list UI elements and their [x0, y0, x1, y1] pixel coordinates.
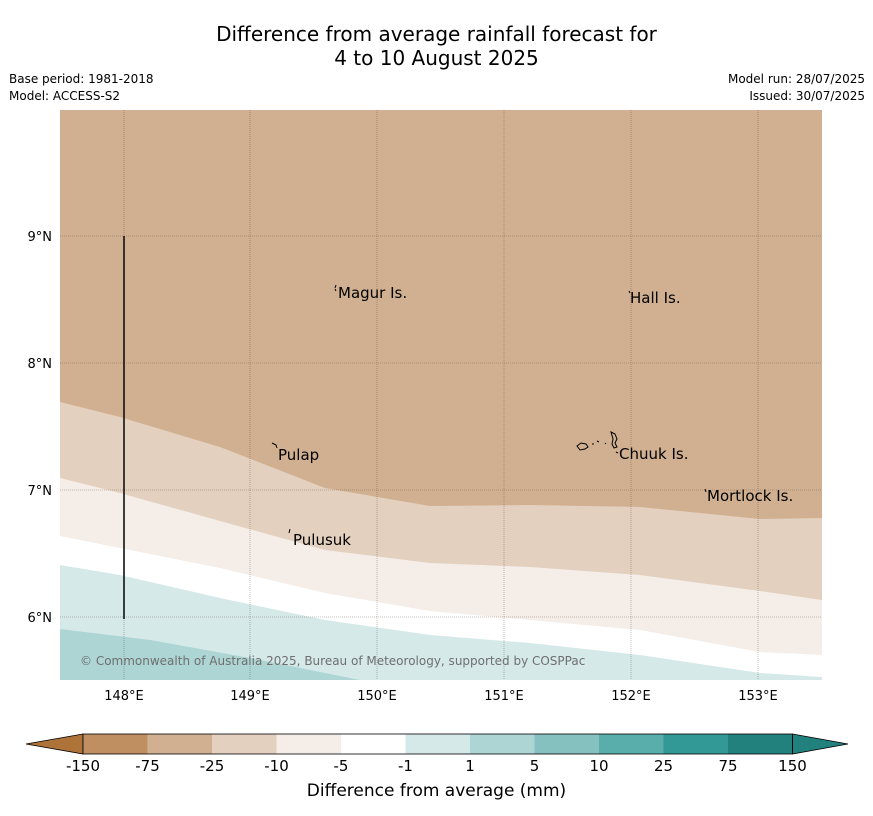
colorbar-outline	[82, 733, 793, 755]
band-wet-1	[60, 565, 822, 680]
chart-title: Difference from average rainfall forecas…	[0, 22, 873, 70]
lon-tick-label: 148°E	[104, 689, 144, 704]
lon-tick-label: 151°E	[484, 689, 524, 704]
colorbar-tick-label: -5	[334, 757, 349, 775]
colorbar-segment	[341, 734, 406, 754]
lat-tick-label: 9°N	[28, 230, 53, 245]
colorbar-tick-label: 5	[530, 757, 540, 775]
colorbar-label: Difference from average (mm)	[306, 781, 567, 801]
lat-axis: 9°N 8°N 7°N 6°N	[28, 230, 53, 626]
lon-axis: 148°E 149°E 150°E 151°E 152°E 153°E	[104, 689, 778, 704]
colorbar-tick-label: 1	[465, 757, 475, 775]
lat-tick-label: 8°N	[28, 357, 53, 372]
colorbar-segment	[728, 734, 793, 754]
meta-left: Base period: 1981-2018 Model: ACCESS-S2	[9, 71, 154, 105]
colorbar-segment	[534, 734, 599, 754]
place-label: Pulap	[278, 446, 319, 464]
colorbar-tick-label: -150	[66, 757, 100, 775]
colorbar-tick-label: -1	[398, 757, 413, 775]
island-pulap	[271, 442, 278, 449]
place-label: Hall Is.	[630, 289, 681, 307]
colorbar-segment	[663, 734, 728, 754]
copyright-notice: © Commonwealth of Australia 2025, Bureau…	[80, 654, 585, 668]
colorbar-segment	[83, 734, 148, 754]
island-magur	[334, 284, 337, 292]
colorbar-segment	[599, 734, 664, 754]
island-hall	[628, 290, 631, 294]
title-line-2: 4 to 10 August 2025	[334, 46, 539, 70]
colorbar-tick-label: -10	[264, 757, 289, 775]
lon-tick-label: 150°E	[357, 689, 397, 704]
issued-date: Issued: 30/07/2025	[749, 89, 865, 103]
colorbar-segment	[405, 734, 470, 754]
island-pulusuk	[288, 528, 291, 534]
lon-tick-label: 153°E	[738, 689, 778, 704]
band-wet-5	[60, 629, 360, 680]
lon-tick-label: 152°E	[611, 689, 651, 704]
island-mortlock	[704, 488, 707, 493]
colorbar-tick-label: -75	[135, 757, 160, 775]
colorbar-segment	[276, 734, 341, 754]
lat-tick-label: 7°N	[28, 484, 53, 499]
colorbar-segment	[212, 734, 277, 754]
title-line-1: Difference from average rainfall forecas…	[216, 22, 657, 46]
rainfall-map: Magur Is. Hall Is. Pulap Chuuk Is. Mortl…	[60, 110, 822, 680]
place-label: Chuuk Is.	[619, 445, 688, 463]
island-chuuk	[576, 431, 619, 454]
colorbar-tick-label: -25	[200, 757, 225, 775]
colorbar-segment	[147, 734, 212, 754]
colorbar-tick-label: 10	[589, 757, 608, 775]
place-label: Pulusuk	[293, 531, 351, 549]
lat-tick-label: 6°N	[28, 611, 53, 626]
colorbar-tick-label: 150	[778, 757, 807, 775]
islands	[271, 284, 707, 534]
place-label: Magur Is.	[338, 284, 407, 302]
colorbar: -150 -75 -25 -10 -5 -1 1 5 10 25 75 150	[25, 733, 849, 775]
lon-tick-label: 149°E	[230, 689, 270, 704]
model-name: Model: ACCESS-S2	[9, 89, 121, 103]
colorbar-tick-label: 25	[654, 757, 673, 775]
colorbar-tick-label: 75	[718, 757, 737, 775]
base-period: Base period: 1981-2018	[9, 72, 154, 86]
place-label: Mortlock Is.	[707, 487, 793, 505]
graticule	[60, 110, 822, 680]
model-run: Model run: 28/07/2025	[727, 72, 865, 86]
colorbar-extend-high	[792, 733, 849, 755]
colorbar-extend-low	[25, 733, 84, 755]
meta-right: Model run: 28/07/2025 Issued: 30/07/2025	[728, 71, 865, 105]
colorbar-segment	[470, 734, 535, 754]
